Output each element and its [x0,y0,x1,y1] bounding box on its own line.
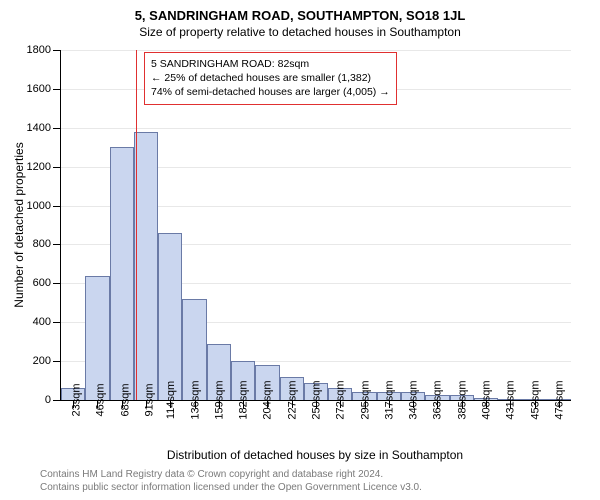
x-tick-label: 46sqm [85,383,107,416]
x-tick-label: 23sqm [61,383,83,416]
y-tick-label: 1600 [27,83,61,95]
attribution-text: Contains HM Land Registry data © Crown c… [40,469,422,494]
x-tick-label: 159sqm [203,380,225,419]
x-tick-label: 114sqm [155,381,177,419]
y-tick-label: 1400 [27,122,61,134]
y-tick-label: 1200 [27,161,61,173]
x-tick-label: 68sqm [109,383,131,416]
x-tick-label: 272sqm [325,380,347,419]
y-tick-label: 400 [33,316,61,328]
histogram-bar [85,276,109,400]
annotation-line-2: ← 25% of detached houses are smaller (1,… [151,71,390,85]
chart-title: 5, SANDRINGHAM ROAD, SOUTHAMPTON, SO18 1… [0,0,600,23]
histogram-bar [110,147,134,400]
grid-line [61,50,571,51]
chart-container: 5, SANDRINGHAM ROAD, SOUTHAMPTON, SO18 1… [0,0,600,500]
attribution-line-1: Contains HM Land Registry data © Crown c… [40,469,422,482]
annotation-line-1: 5 SANDRINGHAM ROAD: 82sqm [151,57,390,71]
x-tick-label: 295sqm [349,380,371,419]
histogram-bar [134,132,158,400]
attribution-line-2: Contains public sector information licen… [40,482,422,495]
x-tick-label: 453sqm [519,380,541,419]
x-tick-label: 431sqm [495,380,517,419]
histogram-bar [158,233,182,400]
x-tick-label: 385sqm [446,380,468,419]
chart-subtitle: Size of property relative to detached ho… [0,23,600,39]
y-tick-label: 200 [33,355,61,367]
y-axis-title: Number of detached properties [12,142,26,307]
x-tick-label: 250sqm [300,380,322,419]
y-tick-label: 0 [45,394,61,406]
x-tick-label: 136sqm [179,380,201,419]
y-tick-label: 1800 [27,44,61,56]
y-tick-label: 800 [33,238,61,250]
annotation-line-3: 74% of semi-detached houses are larger (… [151,85,390,99]
x-tick-label: 340sqm [398,380,420,419]
y-tick-label: 1000 [27,200,61,212]
x-tick-label: 476sqm [543,380,565,419]
grid-line [61,128,571,129]
x-axis-title: Distribution of detached houses by size … [60,448,570,462]
x-tick-label: 363sqm [422,380,444,419]
y-tick-label: 600 [33,277,61,289]
x-tick-label: 408sqm [470,380,492,419]
x-tick-label: 182sqm [228,380,250,419]
annotation-callout: 5 SANDRINGHAM ROAD: 82sqm ← 25% of detac… [144,52,397,105]
x-tick-label: 227sqm [276,380,298,419]
x-tick-label: 317sqm [373,380,395,419]
property-marker-line [136,50,137,400]
x-tick-label: 204sqm [252,380,274,419]
chart-plot-area: 5 SANDRINGHAM ROAD: 82sqm ← 25% of detac… [60,50,571,401]
